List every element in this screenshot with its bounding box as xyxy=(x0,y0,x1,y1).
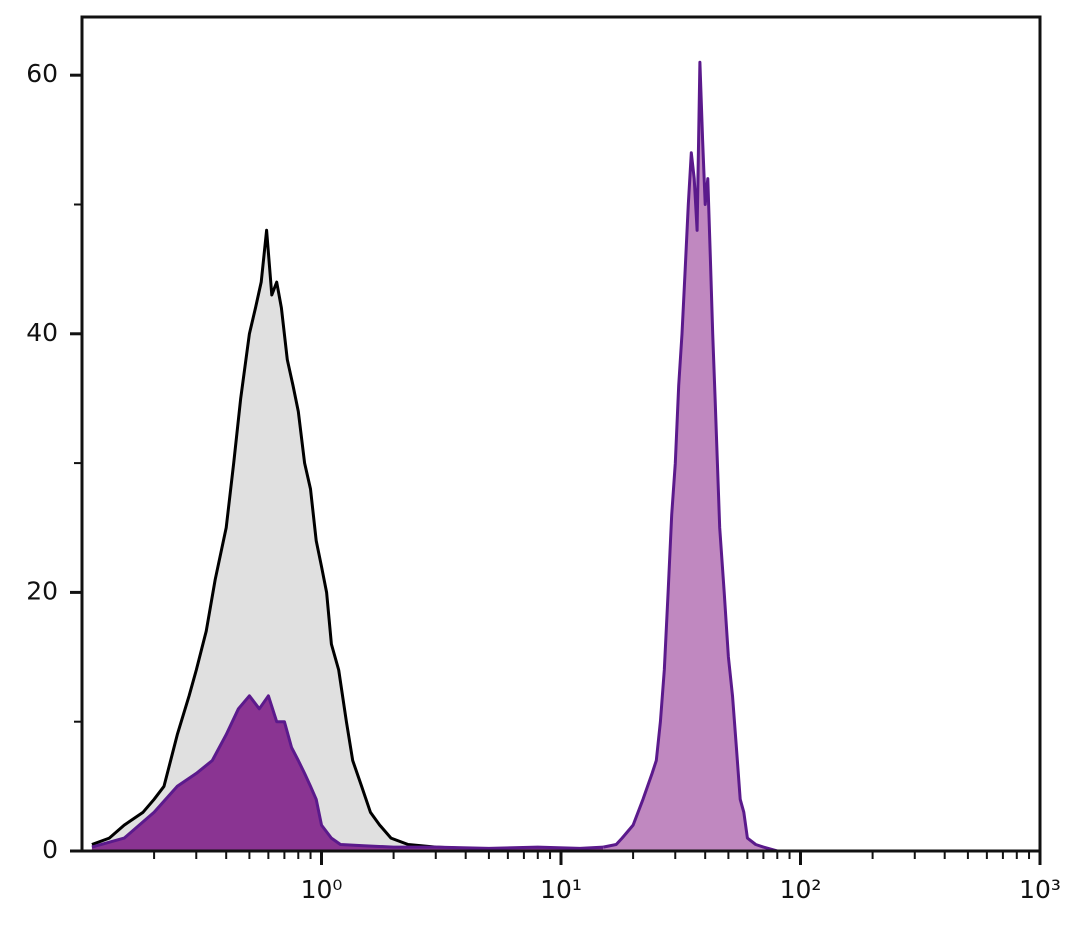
histogram-area xyxy=(91,230,489,852)
y-tick-label: 20 xyxy=(26,576,58,605)
x-tick-label: 10² xyxy=(780,875,822,904)
y-tick-label: 60 xyxy=(26,59,58,88)
histogram-line xyxy=(91,228,490,853)
x-tick-label: 10¹ xyxy=(540,875,582,904)
histogram-area xyxy=(603,62,778,852)
x-tick-label: 10⁰ xyxy=(301,875,343,904)
y-tick-label: 40 xyxy=(26,318,58,347)
histogram-area xyxy=(91,695,604,851)
histogram-line xyxy=(91,694,604,850)
y-tick-label: 0 xyxy=(42,835,58,864)
histogram-line xyxy=(602,60,778,853)
x-tick-label: 10³ xyxy=(1019,875,1061,904)
